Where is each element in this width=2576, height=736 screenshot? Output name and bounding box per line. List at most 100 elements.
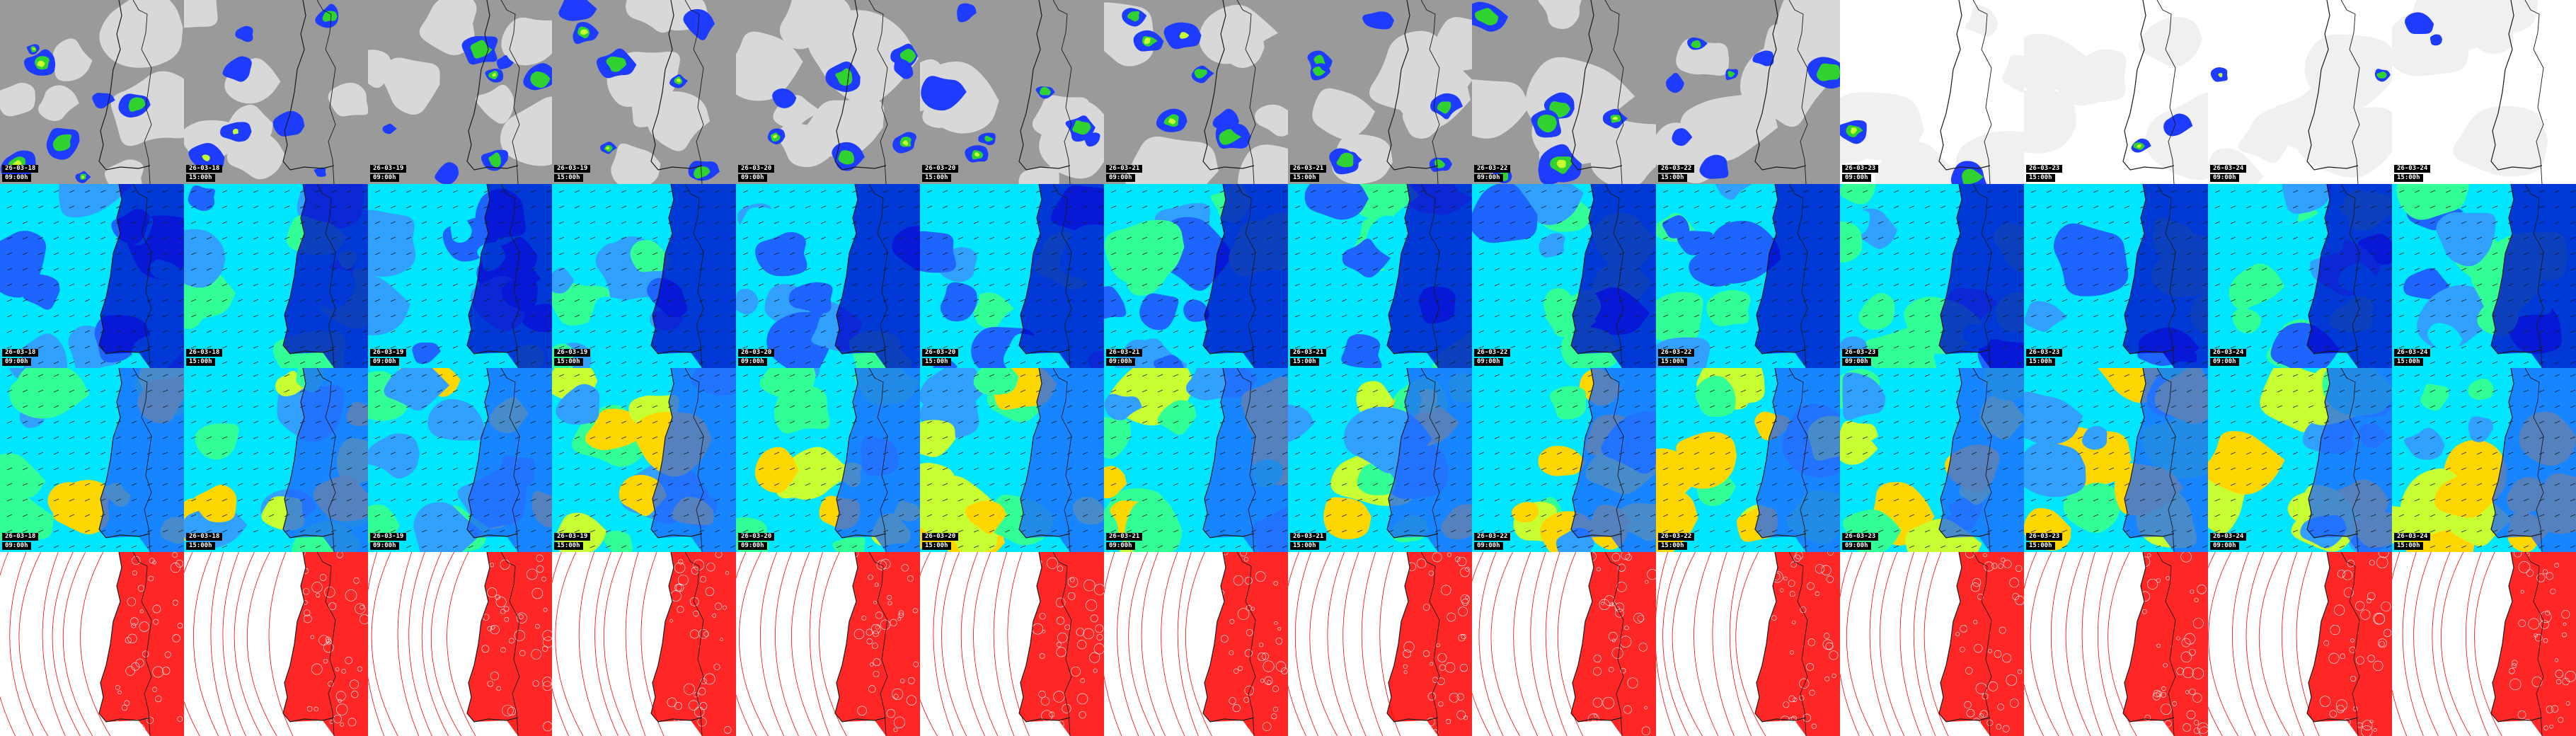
wind-arrow [989,467,995,471]
wind-arrow [2538,190,2545,193]
wind-arrow [2398,330,2405,333]
wind-arrow [1466,498,1472,502]
border-line [2524,184,2544,368]
wind-arrow [299,545,306,548]
timestamp-date: 26-03-18 [186,349,223,357]
wind-arrow [452,498,459,502]
wind-arrow [1572,252,1578,255]
wind-arrow [1634,420,1640,424]
cloud-patch [2138,16,2203,67]
wind-arrow [315,420,321,424]
wind-arrow [774,452,780,455]
wind-arrow [268,361,275,364]
wind-arrow [1725,467,1731,471]
wind-arrow [69,268,75,271]
wind-arrow [1310,436,1316,439]
wind-arrow [851,345,858,349]
timestamp-date: 26-03-23 [1842,533,1879,541]
wind-arrow [146,467,153,471]
wind-arrow [346,436,352,439]
wind-arrow [1035,436,1042,439]
wind-arrow [22,283,28,287]
wind-arrow [69,221,75,224]
wind-arrow [605,330,611,333]
land-wind-field [283,184,368,368]
wind-arrow [1142,452,1148,455]
wind-arrow [178,514,184,517]
wind-arrow [2554,205,2560,209]
wind-arrow [1357,190,1363,193]
wind-arrow [1204,299,1210,302]
isobar-ring [152,604,161,614]
wind-arrow [2108,374,2115,377]
wind-arrow [390,467,396,471]
wind-arrow [6,252,13,255]
wind-arrow [1173,436,1179,439]
wind-arrow [237,345,243,349]
wind-arrow [914,283,920,287]
wind-arrow [2077,420,2083,424]
wind-contour [1104,417,1131,459]
wind-arrow [2430,389,2436,393]
wind-arrow [2445,190,2451,193]
wind-gust-panel: 26-03-20 09:00h [736,184,920,368]
wind-arrow [1893,498,1899,502]
wind-arrow [2308,283,2314,287]
land-wind-field [99,184,184,368]
wind-arrow [206,389,212,393]
wind-arrow [2492,374,2498,377]
wind-arrow [1066,345,1073,349]
wind-arrow [1940,405,1946,408]
timestamp-time: 15:00h [554,174,583,182]
wind-arrow [1466,190,1472,193]
wind-arrow [22,236,28,240]
wind-arrow [558,420,565,424]
wind-arrow [452,283,459,287]
wind-arrow [2030,268,2037,271]
wind-arrow [330,345,337,349]
wind-arrow [1603,405,1609,408]
wind-arrow [1525,361,1531,364]
weather-map [368,0,552,184]
wind-arrow [530,345,536,349]
wind-arrow [2386,514,2392,517]
wind-arrow [1294,345,1301,349]
wind-arrow [2077,205,2083,209]
wind-arrow [1846,268,1853,271]
border-line [1236,0,1256,184]
wind-arrow [667,514,674,517]
wind-arrow [2308,452,2314,455]
wind-arrow [2492,498,2498,502]
cloud-patch [1255,104,1288,137]
wind-arrow [1725,190,1731,193]
wind-arrow [162,389,168,393]
wind-arrow [299,498,306,502]
wind-arrow [774,205,780,209]
wind-arrow [222,498,228,502]
wind-arrow [805,205,811,209]
wind-arrow [178,361,184,364]
wind-arrow [1740,389,1747,393]
wind-arrow [2246,252,2252,255]
wind-arrow [973,467,979,471]
wind-arrow [2370,436,2376,439]
wind-arrow [22,483,28,486]
wind-arrow [237,529,243,533]
wind-arrow [2476,190,2483,193]
wind-arrow [605,514,611,517]
wind-arrow [2386,268,2392,271]
wind-arrow [1082,205,1088,209]
wind-arrow [1051,498,1057,502]
wind-arrow [2002,190,2008,193]
wind-arrow [1066,190,1073,193]
wind-arrow [483,405,490,408]
weather-map [736,184,920,368]
wind-arrow [1466,205,1472,209]
wind-arrow [499,283,505,287]
wind-arrow [2214,314,2221,318]
wind-arrow [146,236,153,240]
wind-arrow [558,314,565,318]
cloud-patch [1472,79,1530,139]
wind-arrow [1971,405,1977,408]
timestamp-time: 09:00h [1106,358,1135,366]
